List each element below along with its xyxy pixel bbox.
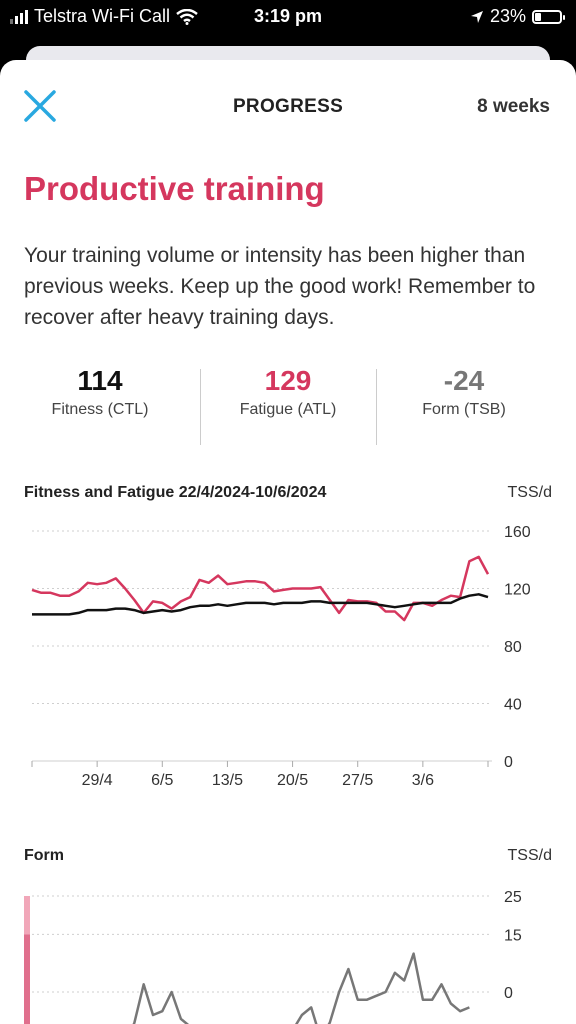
- status-description: Your training volume or intensity has be…: [24, 244, 536, 329]
- stats-row: 114 Fitness (CTL) 129 Fatigue (ATL) -24 …: [0, 365, 576, 445]
- wifi-icon: [176, 8, 198, 25]
- y-tick-label: 120: [504, 582, 531, 599]
- form-line: [132, 952, 470, 1024]
- stat-divider: [200, 369, 201, 445]
- y-tick-label: 25: [504, 889, 522, 906]
- top-bar: PROGRESS 8 weeks: [0, 82, 576, 132]
- close-icon[interactable]: [22, 88, 58, 124]
- stat-form: -24 Form (TSB): [376, 365, 552, 419]
- x-tick-label: 20/5: [277, 772, 308, 789]
- status-time: 3:19 pm: [253, 6, 323, 26]
- stat-value: 114: [77, 365, 123, 396]
- stat-value: -24: [443, 365, 485, 396]
- y-tick-label: 80: [504, 639, 522, 656]
- carrier-label: Telstra Wi-Fi Call: [34, 6, 171, 26]
- y-tick-label: 15: [504, 927, 522, 944]
- progress-sheet: PROGRESS 8 weeks Productive training You…: [0, 60, 576, 1024]
- stat-divider: [376, 369, 377, 445]
- x-tick-label: 6/5: [151, 772, 173, 789]
- stat-value: 129: [264, 365, 312, 396]
- cellular-signal-icon: [10, 9, 28, 24]
- y-tick-label: 0: [504, 985, 513, 1002]
- stat-label: Fitness (CTL): [51, 401, 149, 418]
- x-tick-label: 29/4: [82, 772, 113, 789]
- form-chart: 0 15 25: [24, 889, 522, 1024]
- status-headline: Productive training: [24, 170, 325, 207]
- status-bar: Telstra Wi-Fi Call 3:19 pm 23%: [0, 0, 576, 36]
- stat-label: Fatigue (ATL): [239, 401, 337, 418]
- form-zone-bar: [24, 934, 30, 1024]
- fitness-chart-unit: TSS/d: [507, 484, 552, 501]
- range-selector[interactable]: 8 weeks: [477, 96, 550, 117]
- stat-label: Form (TSB): [422, 401, 506, 418]
- fitness-line: [32, 593, 489, 616]
- y-tick-label: 0: [504, 754, 513, 771]
- fitness-chart-title: Fitness and Fatigue 22/4/2024-10/6/2024: [24, 484, 327, 501]
- stat-fatigue: 129 Fatigue (ATL): [200, 365, 376, 419]
- stat-fitness: 114 Fitness (CTL): [12, 365, 188, 419]
- page-title: PROGRESS: [232, 96, 344, 117]
- battery-icon: [532, 9, 565, 24]
- y-tick-label: 160: [504, 524, 531, 541]
- x-tick-label: 13/5: [212, 772, 243, 789]
- battery-percent: 23%: [489, 6, 526, 26]
- form-chart-unit: TSS/d: [507, 847, 552, 864]
- form-chart-title: Form: [24, 847, 64, 864]
- y-tick-label: 40: [504, 697, 522, 714]
- form-zone-bar: [24, 896, 30, 935]
- location-arrow-icon: [470, 10, 483, 23]
- x-tick-label: 3/6: [412, 772, 434, 789]
- fitness-fatigue-chart: 0 40 80 120 160 29/4 6/5 13/5 20/5 27/5 3/6: [31, 524, 531, 789]
- x-tick-label: 27/5: [342, 772, 373, 789]
